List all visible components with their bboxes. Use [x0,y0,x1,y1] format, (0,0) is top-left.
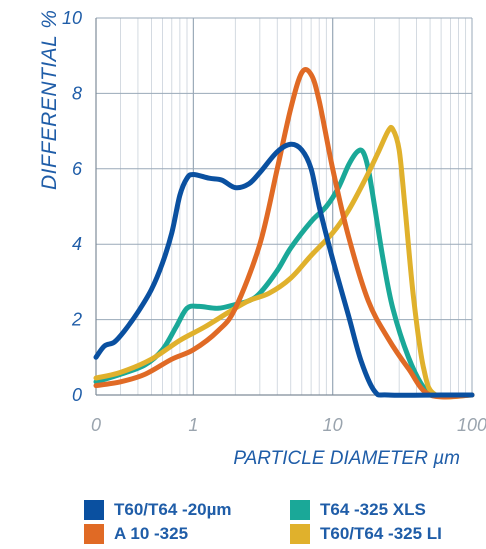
series-line-t60-t64-20-m [93,141,475,398]
y-tick-label: 6 [72,159,83,179]
legend-swatch [290,524,310,544]
y-tick-label: 10 [62,8,82,28]
y-axis-label-container: DIFFERENTIAL % [8,10,61,210]
legend-label: T60/T64 -325 LI [320,524,442,543]
y-tick-label: 8 [72,83,82,103]
x-tick-label: 10 [323,415,343,435]
legend-item-t60-t64-20um: T60/T64 -20µm [84,496,232,524]
x-tick-label: 100 [457,415,486,435]
x-tick-label: 1 [188,415,198,435]
y-tick-label: 2 [71,310,82,330]
y-tick-label: 0 [72,385,82,405]
legend-item-a10-325: A 10 -325 [84,520,188,548]
x-tick-label: 0 [91,415,101,435]
series-line-a-10-325 [93,67,475,400]
legend-swatch [84,524,104,544]
y-tick-label: 4 [72,234,82,254]
legend-swatch [290,500,310,520]
legend-label: T60/T64 -20µm [114,500,232,519]
legend-label: T64 -325 XLS [320,500,426,519]
legend-swatch [84,500,104,520]
legend-item-t60-t64-325-li: T60/T64 -325 LI [290,520,442,548]
y-axis-label: DIFFERENTIAL % [38,9,61,190]
legend-label: A 10 -325 [114,524,189,543]
legend-item-t64-325-xls: T64 -325 XLS [290,496,426,524]
x-axis-label: PARTICLE DIAMETER µm [233,448,460,469]
series-line-t64-325-xls [93,147,475,399]
